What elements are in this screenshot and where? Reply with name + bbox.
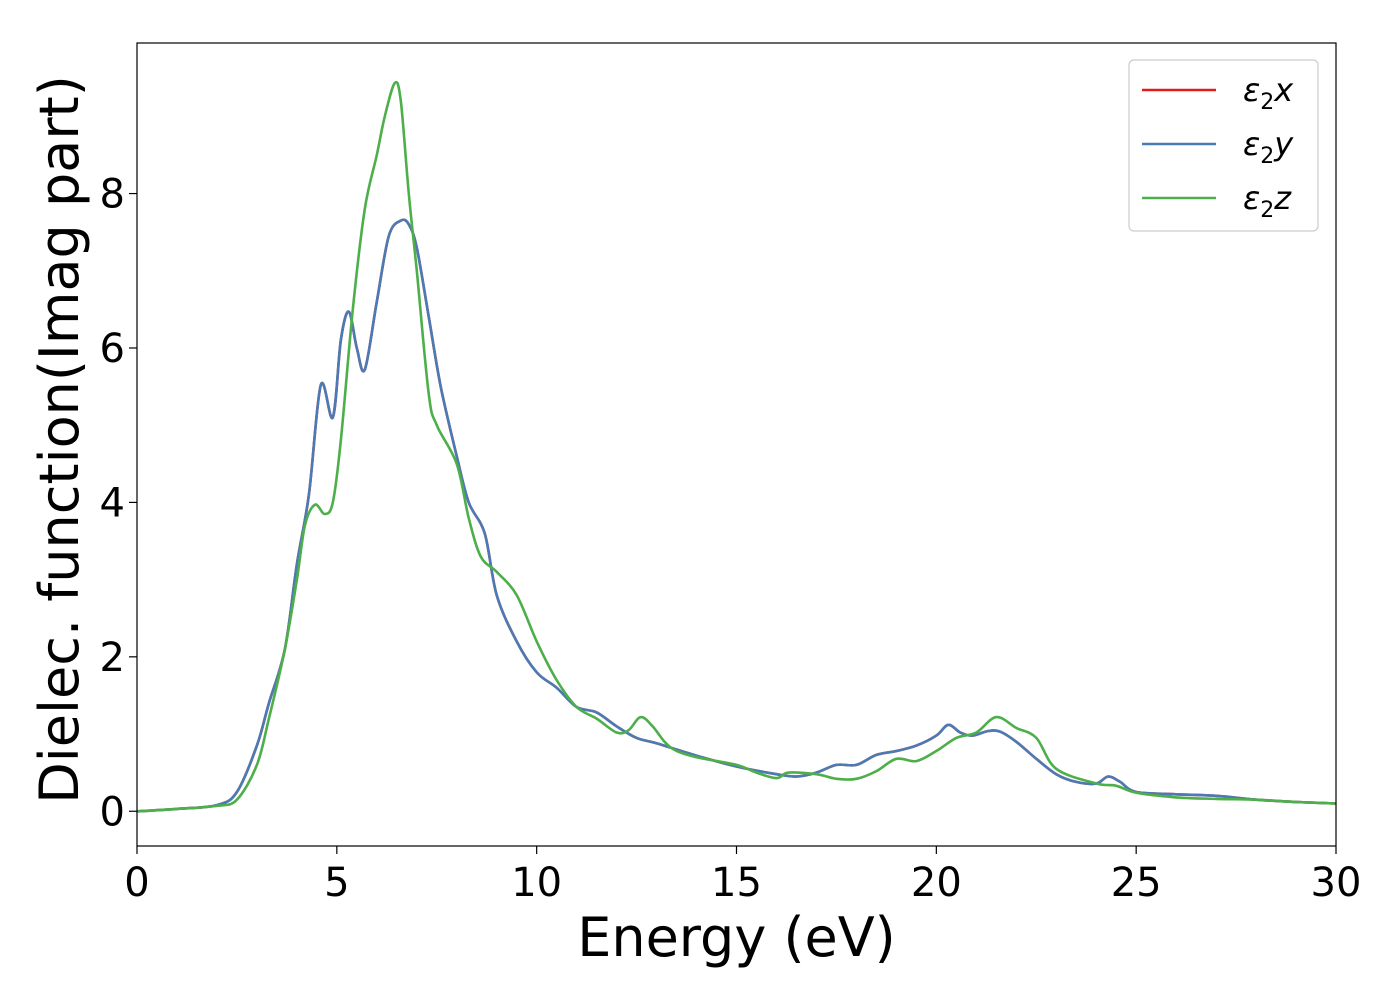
- y-axis-title: Dielec. function(Imag part): [28, 75, 91, 804]
- y-tick-label: 0: [100, 789, 125, 835]
- y-tick-label: 2: [100, 635, 125, 681]
- legend-label-z: ε2z: [1243, 179, 1292, 223]
- y-tick-label: 6: [100, 326, 125, 372]
- x-tick-label: 20: [911, 860, 962, 906]
- y-tick-label: 4: [100, 480, 125, 526]
- legend-label-x: ε2x: [1243, 71, 1294, 115]
- x-tick-label: 0: [124, 860, 149, 906]
- x-tick-label: 15: [711, 860, 762, 906]
- x-axis-title: Energy (eV): [577, 906, 896, 969]
- x-tick-label: 5: [324, 860, 349, 906]
- series-line-y: [137, 218, 1336, 813]
- x-tick-label: 10: [511, 860, 562, 906]
- series-line-z: [137, 80, 1336, 813]
- legend-box: [1128, 59, 1319, 232]
- x-tick-label: 30: [1311, 860, 1362, 906]
- plot-area: [137, 80, 1336, 813]
- legend: ε2x ε2y ε2z: [1128, 59, 1319, 232]
- y-tick-label: 8: [100, 172, 125, 218]
- x-axis-ticks: 0 5 10 15 20 25 30: [124, 846, 1361, 906]
- legend-label-y: ε2y: [1243, 125, 1294, 169]
- x-tick-label: 25: [1111, 860, 1162, 906]
- y-axis-ticks: 0 2 4 6 8: [100, 172, 137, 835]
